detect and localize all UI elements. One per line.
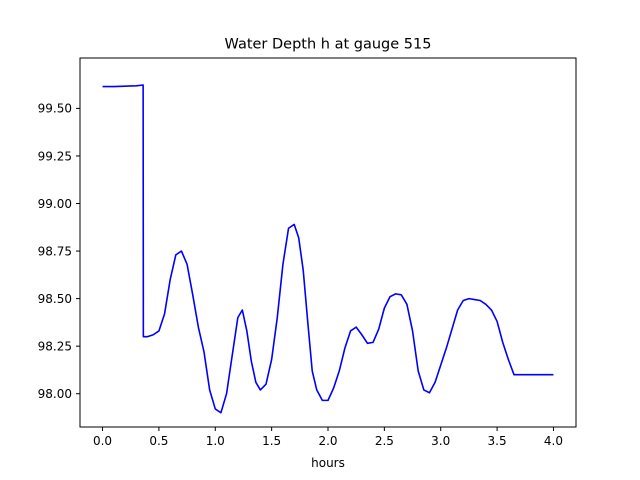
x-tick-label: 2.5 <box>375 434 394 448</box>
series-line-0 <box>102 84 554 414</box>
x-tick-label: 3.5 <box>488 434 507 448</box>
x-axis: 0.0 0.5 1.0 1.5 2.0 2.5 3.0 3.5 4.0 <box>93 427 563 448</box>
y-tick-label: 98.50 <box>38 292 72 306</box>
plot-area <box>102 84 554 414</box>
y-tick-label: 98.25 <box>38 339 72 353</box>
y-tick-label: 98.75 <box>38 244 72 258</box>
x-tick-label: 0.0 <box>93 434 112 448</box>
x-tick-label: 3.0 <box>431 434 450 448</box>
x-tick-label: 4.0 <box>544 434 563 448</box>
plot-frame <box>79 57 577 428</box>
x-tick-label: 2.0 <box>318 434 337 448</box>
x-tick-label: 0.5 <box>149 434 168 448</box>
y-tick-label: 98.00 <box>38 387 72 401</box>
y-axis: 98.00 98.25 98.50 98.75 99.00 99.25 99.50 <box>38 102 80 401</box>
x-tick-label: 1.0 <box>206 434 225 448</box>
x-axis-label: hours <box>311 456 345 470</box>
y-tick-label: 99.00 <box>38 197 72 211</box>
y-tick-label: 99.50 <box>38 102 72 116</box>
x-tick-label: 1.5 <box>262 434 281 448</box>
y-tick-label: 99.25 <box>38 149 72 163</box>
chart-title: Water Depth h at gauge 515 <box>225 37 432 53</box>
